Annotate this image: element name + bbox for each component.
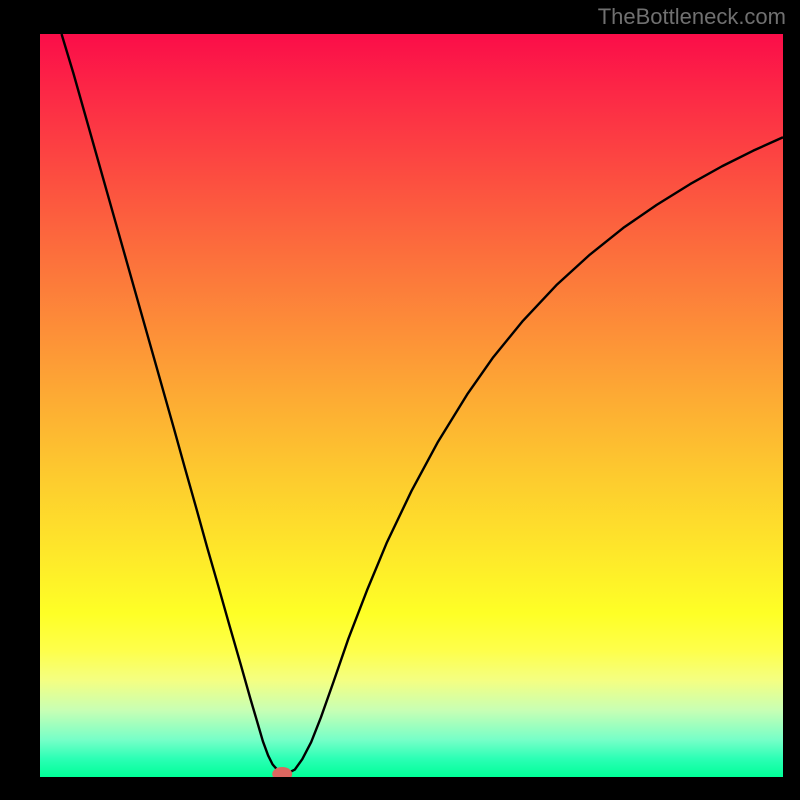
- bottleneck-curve: [62, 34, 783, 773]
- chart-canvas: TheBottleneck.com: [0, 0, 800, 800]
- plot-area: [40, 34, 783, 777]
- watermark-text: TheBottleneck.com: [598, 4, 786, 30]
- plot-svg: [40, 34, 783, 777]
